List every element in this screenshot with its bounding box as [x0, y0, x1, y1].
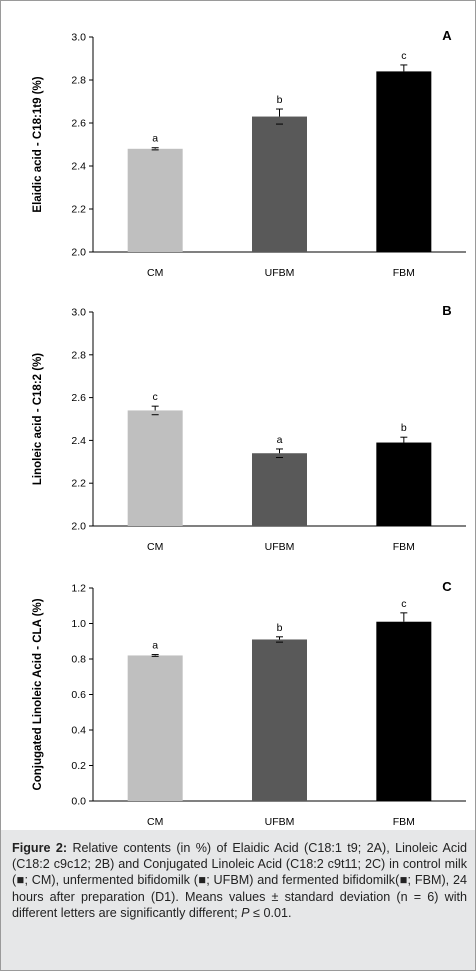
- significance-letter: c: [401, 50, 406, 62]
- y-tick-label: 2.4: [71, 161, 86, 173]
- y-axis-title: Linoleic acid - C18:2 (%): [32, 353, 44, 485]
- significance-letter: b: [277, 622, 283, 634]
- bar-ufbm: [252, 453, 307, 526]
- significance-letter: c: [401, 598, 406, 610]
- bar-cm: [127, 148, 183, 252]
- y-tick-label: 0.8: [71, 654, 86, 666]
- significance-letter: a: [152, 133, 158, 145]
- y-tick-label: 2.2: [71, 204, 86, 216]
- bar-ufbm: [252, 116, 307, 252]
- significance-letter: a: [277, 434, 283, 446]
- significance-letter: c: [153, 391, 158, 403]
- y-axis-title: Conjugated Linoleic Acid - CLA (%): [32, 598, 44, 790]
- y-tick-label: 3.0: [71, 32, 86, 44]
- x-category-label: CM: [147, 541, 163, 553]
- chart-c-svg: 0.0 0.2 0.4 0.6 0.8 1.0 1.2 Conjugated Linoleic…: [32, 579, 466, 828]
- y-axis-title: Elaidic acid - C18:1t9 (%): [32, 76, 44, 212]
- y-tick-label: 2.6: [71, 392, 86, 404]
- y-tick-label: 2.0: [71, 247, 86, 259]
- y-tick-label: 2.8: [71, 349, 86, 361]
- chart-panel-a: 2.0 2.2 2.4 2.6 2.8 3.0 Elaidic acid - C18:1t9…: [1, 0, 475, 285]
- y-tick-label: 2.2: [71, 478, 86, 490]
- y-tick-label: 2.6: [71, 118, 86, 130]
- significance-letter: b: [277, 94, 283, 106]
- y-tick-label: 0.6: [71, 689, 86, 701]
- chart-b-svg: 2.0 2.2 2.4 2.6 2.8 3.0 Linoleic acid - C18:2 …: [32, 303, 466, 553]
- x-category-label: UFBM: [265, 541, 295, 553]
- bar-fbm: [376, 442, 432, 526]
- panel-letter: A: [442, 28, 452, 43]
- y-tick-label: 3.0: [71, 307, 86, 319]
- y-tick-label: 2.4: [71, 435, 86, 447]
- chart-panel-b: 2.0 2.2 2.4 2.6 2.8 3.0 Linoleic acid - C18:2 …: [1, 285, 475, 565]
- panel-letter: B: [442, 303, 451, 318]
- y-tick-label: 0.2: [71, 760, 86, 772]
- figure-caption: Figure 2: Relative contents (in %) of El…: [12, 840, 467, 921]
- bar-ufbm: [252, 639, 307, 801]
- x-category-label: UFBM: [265, 816, 295, 828]
- bar-fbm: [376, 621, 432, 801]
- bar-cm: [127, 655, 183, 801]
- caption-text: Relative contents (in %) of Elaidic Acid…: [12, 841, 468, 920]
- caption-p-suffix: ≤ 0.01.: [249, 905, 292, 920]
- x-category-label: CM: [147, 816, 163, 828]
- significance-letter: a: [152, 640, 158, 652]
- y-tick-label: 0.4: [71, 725, 86, 737]
- y-tick-label: 1.2: [71, 583, 86, 595]
- x-category-label: FBM: [393, 267, 415, 279]
- bar-cm: [127, 410, 183, 526]
- caption-p-symbol: P: [241, 905, 250, 920]
- chart-panel-c: 0.0 0.2 0.4 0.6 0.8 1.0 1.2 Conjugated Linoleic…: [1, 565, 475, 830]
- y-tick-label: 2.0: [71, 521, 86, 533]
- y-tick-label: 2.8: [71, 75, 86, 87]
- y-tick-label: 1.0: [71, 618, 86, 630]
- y-tick-label: 0.0: [71, 796, 86, 808]
- x-category-label: UFBM: [265, 267, 295, 279]
- bar-fbm: [376, 71, 432, 253]
- significance-letter: b: [401, 422, 407, 434]
- x-category-label: FBM: [393, 541, 415, 553]
- x-category-label: FBM: [393, 816, 415, 828]
- panel-letter: C: [442, 579, 452, 594]
- caption-box: Figure 2: Relative contents (in %) of El…: [1, 830, 475, 970]
- chart-a-svg: 2.0 2.2 2.4 2.6 2.8 3.0 Elaidic acid - C18:1t9…: [32, 28, 466, 279]
- caption-label: Figure 2:: [12, 841, 68, 855]
- x-category-label: CM: [147, 267, 163, 279]
